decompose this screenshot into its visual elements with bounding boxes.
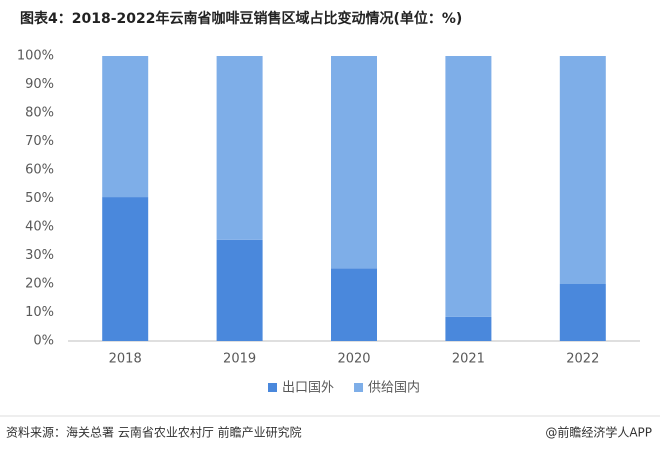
y-tick-label: 70% [25, 134, 54, 149]
bar-segment [331, 268, 377, 341]
x-tick-label: 2018 [109, 352, 142, 367]
y-tick-label: 20% [25, 277, 54, 292]
bar-segment [216, 56, 263, 240]
legend-swatch [268, 383, 277, 392]
bar-segment [559, 56, 606, 284]
bar-segment [445, 316, 492, 341]
bar-segment [559, 284, 606, 341]
credit: @前瞻经济学人APP [545, 425, 652, 440]
x-tick-label: 2021 [452, 352, 485, 367]
y-tick-label: 90% [25, 77, 54, 92]
y-tick-label: 0% [33, 334, 54, 349]
x-tick-label: 2022 [566, 352, 599, 367]
y-tick-label: 30% [25, 248, 54, 263]
bar-segment [216, 239, 263, 341]
bar-segment [102, 56, 149, 198]
bar-segment [445, 56, 492, 317]
y-tick-label: 40% [25, 220, 54, 235]
chart-title: 图表4：2018-2022年云南省咖啡豆销售区域占比变动情况(单位：%) [20, 10, 462, 27]
x-tick-label: 2019 [223, 352, 256, 367]
y-tick-label: 60% [25, 163, 54, 178]
source: 资料来源：海关总署 云南省农业农村厅 前瞻产业研究院 [6, 425, 302, 440]
legend-label: 供给国内 [368, 380, 420, 396]
bar-segment [331, 56, 377, 269]
y-tick-label: 10% [25, 305, 54, 320]
bar-segment [102, 197, 149, 341]
y-tick-label: 80% [25, 106, 54, 121]
legend-label: 出口国外 [282, 381, 334, 396]
y-tick-label: 100% [17, 49, 54, 64]
x-tick-label: 2020 [337, 352, 370, 367]
y-tick-label: 50% [25, 191, 54, 206]
legend-swatch [354, 383, 364, 392]
